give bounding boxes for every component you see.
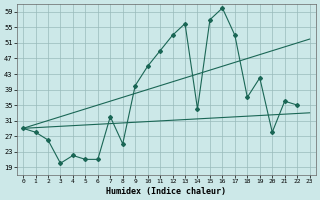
- X-axis label: Humidex (Indice chaleur): Humidex (Indice chaleur): [106, 187, 226, 196]
